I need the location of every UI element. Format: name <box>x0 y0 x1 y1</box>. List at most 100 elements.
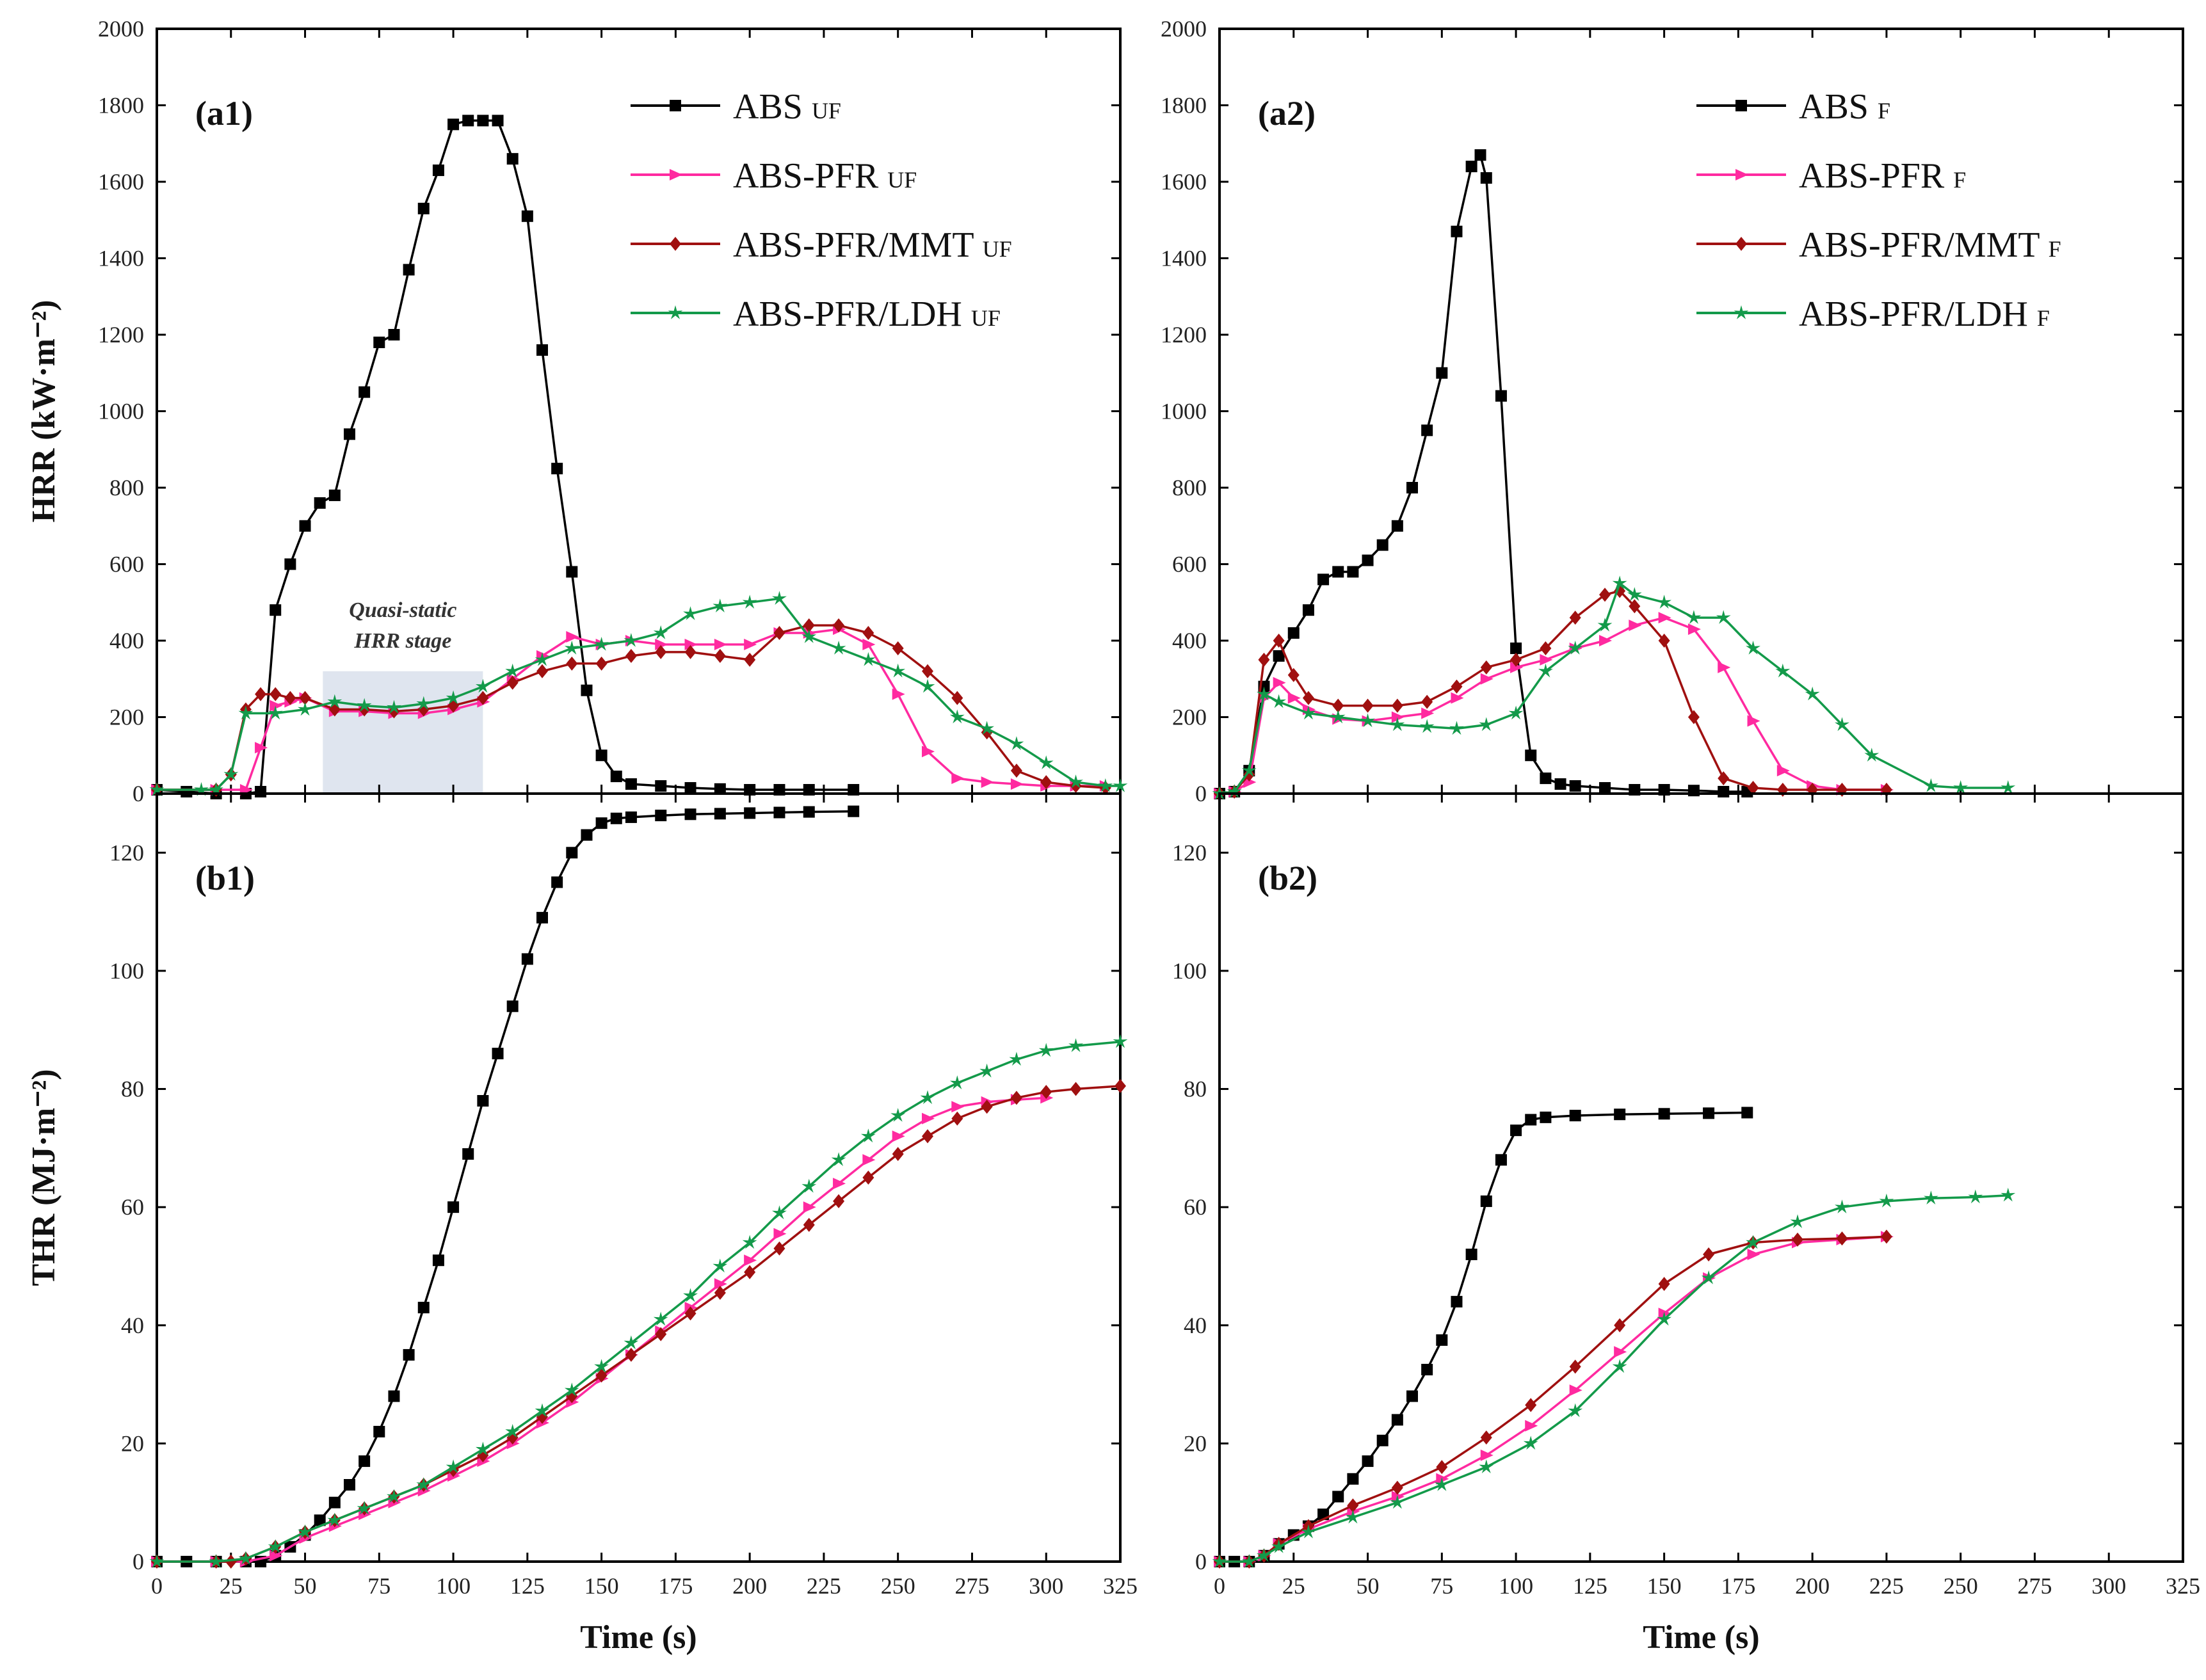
data-point <box>861 1128 876 1143</box>
data-point <box>505 663 520 678</box>
data-point <box>714 648 726 663</box>
data-point <box>284 691 296 705</box>
data-point <box>1451 692 1464 704</box>
data-point <box>581 684 593 696</box>
data-point <box>1332 566 1344 578</box>
data-point <box>357 1500 372 1515</box>
series-abs <box>1214 149 1753 799</box>
legend-marker <box>670 237 681 251</box>
data-point <box>801 1178 817 1193</box>
data-point <box>1449 721 1464 735</box>
data-point <box>1510 661 1524 673</box>
data-point <box>1792 1232 1803 1247</box>
data-point <box>922 664 933 678</box>
series-abs <box>1214 1107 1753 1567</box>
x-axis-label: Time (s) <box>1643 1619 1759 1656</box>
data-point <box>653 1311 668 1326</box>
data-point <box>714 808 726 820</box>
data-point <box>209 782 223 796</box>
data-point <box>1391 1414 1403 1426</box>
data-point <box>951 1101 965 1113</box>
data-point <box>1480 1430 1492 1445</box>
data-point <box>551 876 563 888</box>
data-point <box>1243 776 1257 788</box>
data-point <box>566 656 578 671</box>
data-point <box>209 1554 223 1568</box>
data-point <box>655 810 667 822</box>
data-point <box>1599 635 1612 646</box>
data-point <box>1614 1318 1626 1332</box>
data-point <box>1068 1038 1083 1052</box>
data-point <box>1599 782 1611 794</box>
data-point <box>536 664 548 678</box>
data-point <box>1836 1231 1848 1246</box>
data-point <box>1747 1249 1760 1260</box>
series-line <box>1220 1111 1748 1563</box>
data-point <box>1010 764 1022 778</box>
data-point <box>270 1549 283 1562</box>
data-point <box>1010 1091 1022 1105</box>
data-point <box>1658 612 1671 624</box>
data-point <box>1241 1554 1257 1568</box>
data-point <box>506 1000 519 1012</box>
data-point <box>1569 1110 1581 1122</box>
data-point <box>1419 719 1435 733</box>
data-point <box>284 558 296 570</box>
data-point <box>831 641 846 655</box>
x-tick-label: 150 <box>1647 1573 1682 1599</box>
x-tick-label: 275 <box>2017 1573 2052 1599</box>
data-point <box>653 625 668 639</box>
data-point <box>922 1112 935 1124</box>
data-point <box>1614 1108 1626 1121</box>
data-point <box>1257 1548 1271 1562</box>
series-abs <box>151 115 860 799</box>
data-point <box>1009 736 1024 750</box>
plot-frame-a1 <box>156 28 1122 795</box>
data-point <box>1113 778 1128 792</box>
y-tick-label: 800 <box>1172 475 1207 500</box>
data-point <box>1347 566 1359 578</box>
data-point <box>1480 1449 1493 1461</box>
data-point <box>225 1555 237 1569</box>
x-tick-label: 100 <box>1499 1573 1533 1599</box>
data-point <box>833 1178 846 1190</box>
legend-a2: ABS F ABS-PFR F ABS-PFR/MMT F ABS-PFR/LDH F <box>1696 87 2061 334</box>
x-tick-label: 125 <box>1573 1573 1607 1599</box>
data-point <box>744 1265 756 1279</box>
y-tick-label: 120 <box>109 840 144 865</box>
data-point <box>1540 653 1553 666</box>
data-point <box>1391 711 1405 723</box>
series-line <box>1219 616 1887 795</box>
data-point <box>1098 778 1113 792</box>
panel-label: (b2) <box>1258 859 1317 897</box>
data-point <box>1569 1384 1582 1396</box>
data-point <box>979 721 994 735</box>
legend-label: ABS-PFR/LDH F <box>1799 294 2050 334</box>
data-point <box>477 1095 489 1107</box>
legend-subscript: F <box>1953 167 1966 193</box>
data-point <box>951 772 965 785</box>
data-point <box>1376 1434 1389 1446</box>
y-tick-label: 1800 <box>1161 93 1207 118</box>
x-tick-label: 200 <box>1795 1573 1830 1599</box>
data-point <box>1271 1539 1286 1553</box>
series-abs-pfr-mmt <box>1214 584 1892 801</box>
y-tick-label: 0 <box>1195 781 1207 806</box>
legend-subscript: UF <box>983 236 1012 262</box>
panel-a2: 0 200 400 600 800 1000 1200 1400 1600 1800 2000 (a2… <box>1161 16 2184 806</box>
data-point <box>1510 1124 1522 1137</box>
data-point <box>566 847 578 859</box>
data-point <box>833 1194 845 1208</box>
data-point <box>1287 668 1300 682</box>
y-tick-label: 1200 <box>1161 322 1207 348</box>
series-abs-pfr-ldh <box>149 1034 1128 1568</box>
data-point <box>1495 390 1507 402</box>
data-point <box>595 1368 608 1383</box>
plot-frame-b2 <box>1218 792 2184 1563</box>
data-point <box>1421 707 1435 719</box>
data-point <box>564 641 579 655</box>
data-point <box>1510 642 1522 654</box>
data-point <box>299 520 311 532</box>
data-point <box>655 1327 667 1341</box>
data-point <box>581 829 593 841</box>
